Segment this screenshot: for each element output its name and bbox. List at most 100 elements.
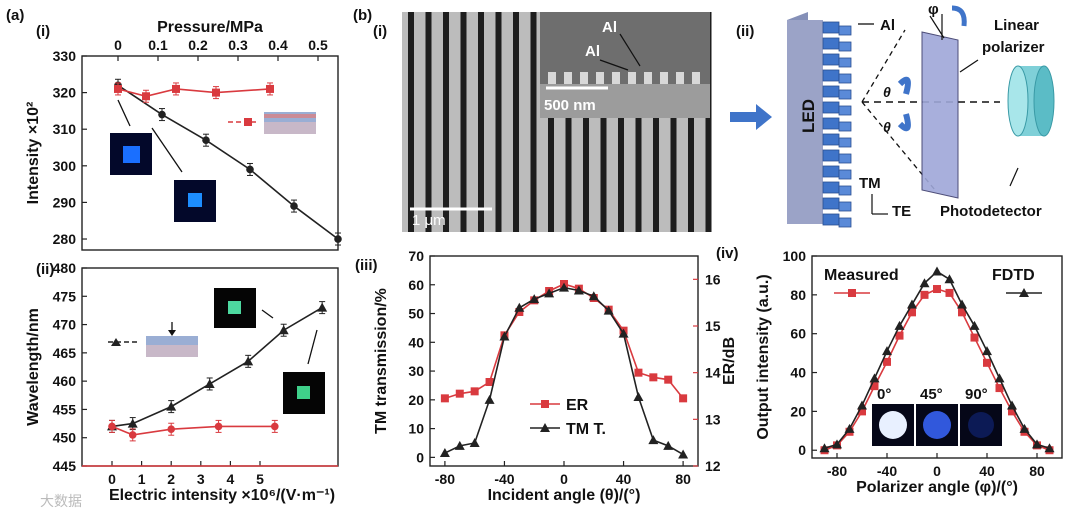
data-point [439, 448, 450, 458]
data-point [214, 422, 223, 431]
y-tick-label: 470 [53, 317, 77, 333]
plot-frame [81, 267, 339, 467]
data-point [114, 84, 122, 93]
arrow-to-inset-3 [261, 309, 274, 319]
y-tick-label: 310 [53, 121, 77, 137]
grating-block [838, 137, 852, 148]
legend: Measured FDTD [824, 267, 1042, 297]
data-point [484, 394, 495, 404]
data-point [895, 331, 904, 340]
sem-groove [565, 12, 572, 232]
data-point [469, 437, 480, 447]
theta-top: θ [883, 84, 891, 100]
data-point [618, 328, 629, 338]
data-point [514, 302, 525, 312]
grating-block [838, 41, 852, 52]
data-point [663, 440, 674, 450]
data-point [212, 88, 220, 97]
grating-block [838, 217, 852, 228]
data-point [932, 266, 942, 276]
series-line [111, 425, 275, 436]
arrow-to-inset-1 [117, 99, 131, 127]
sem-groove [548, 12, 554, 232]
chart-pressure-intensity: 0 0.1 0.2 0.3 0.4 0.5 280 290 300 310 320 330 Pressu… [25, 19, 342, 251]
y-tick-label-right: 12 [705, 458, 721, 474]
data-point [970, 333, 979, 342]
y-tick-label: 280 [53, 231, 77, 247]
data-point [633, 391, 644, 401]
grating-block [822, 133, 840, 146]
photodetector-icon [1007, 65, 1055, 137]
data-point [166, 401, 177, 411]
sem-tooth [660, 72, 668, 84]
inset-45-spot [923, 411, 951, 439]
chart-tm-transmission: -80 -40 0 40 80 0 10 20 30 40 50 60 70 12 13 14 15 16 Inci… [373, 248, 738, 504]
grating-block [838, 201, 852, 212]
x-axis-label: Incident angle (θ)/(°) [488, 487, 641, 504]
data-point [869, 373, 880, 383]
sem-tooth [628, 72, 636, 84]
data-point [559, 282, 569, 292]
sem-tooth [612, 72, 620, 84]
te-label: TE [892, 203, 911, 220]
grating-block [838, 57, 852, 68]
y-axis-label: Wavelength/nm [25, 308, 42, 426]
sem-groove [583, 12, 589, 232]
sem-groove [495, 12, 502, 232]
series-flat [114, 82, 274, 103]
data-point [907, 299, 917, 309]
data-point [920, 290, 929, 299]
data-point [499, 331, 510, 341]
grating-block [838, 89, 852, 100]
data-point [278, 325, 289, 335]
sem-groove [460, 12, 467, 232]
linear-polarizer-label-1: Linear [994, 17, 1039, 34]
data-point [1019, 423, 1030, 433]
x-tick-label: 5 [256, 471, 264, 487]
inset-label-0: 0° [877, 386, 891, 403]
data-point [908, 308, 916, 317]
grating-blocks [822, 21, 852, 228]
x-axis-label: Electric intensity ×10⁶/(V·m⁻¹) [109, 487, 335, 504]
data-point [958, 308, 966, 317]
data-point [1044, 443, 1055, 453]
led-label: LED [799, 99, 818, 133]
y-axis-label: TM transmission/% [373, 288, 390, 434]
data-point [455, 389, 464, 398]
grating-block [838, 153, 852, 164]
y-tick-label: 445 [53, 458, 77, 474]
x-tick-label: 3 [197, 471, 205, 487]
grating-block [838, 73, 852, 84]
led-spot-green-small [297, 386, 310, 399]
sem-groove [600, 12, 607, 232]
data-point [983, 358, 991, 367]
data-point [454, 440, 465, 450]
led-spot-green [228, 301, 241, 314]
panel-label-b-i: (i) [373, 23, 387, 40]
panel-label-a-i: (i) [36, 23, 50, 40]
data-point [470, 387, 479, 396]
y-tick-label-right: 15 [705, 318, 721, 334]
x-tick-label: 40 [979, 463, 995, 479]
grating-block [822, 117, 840, 130]
flow-arrow-icon [730, 104, 772, 130]
data-point [588, 291, 599, 301]
sem-tooth [676, 72, 684, 84]
grating-block [822, 213, 840, 226]
y-tick-label: 60 [790, 326, 806, 342]
y-tick-label: 70 [408, 248, 424, 264]
rotate-arrow-icon-bottom [897, 113, 911, 132]
y-axis-label: Intensity ×10² [25, 102, 42, 205]
data-point [271, 422, 279, 431]
x-tick-label: 0 [108, 471, 116, 487]
grating-block [822, 101, 840, 114]
y-tick-label: 450 [53, 430, 77, 446]
sem-tooth [644, 72, 652, 84]
sem-tooth [548, 72, 556, 84]
series-tm-t- [439, 282, 689, 459]
rotate-arrow-icon-phi [951, 5, 967, 27]
sem-tooth [692, 72, 700, 84]
data-point [142, 92, 150, 101]
y-tick-label: 40 [408, 334, 424, 350]
y-tick-label: 10 [408, 421, 424, 437]
